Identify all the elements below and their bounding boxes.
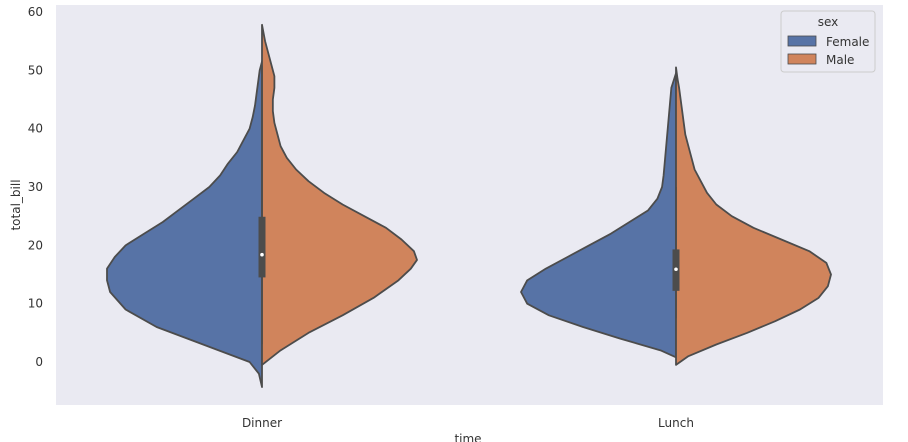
y-tick-label-30: 30 — [28, 180, 43, 194]
x-ticks-group: Dinner Lunch — [242, 416, 694, 430]
violin-lunch-male — [675, 66, 832, 366]
median-dot-lunch — [674, 267, 678, 272]
y-axis-label: total_bill — [9, 179, 23, 230]
violins-group — [106, 23, 832, 388]
x-axis-label: time — [454, 432, 481, 442]
box-inner-group — [258, 65, 680, 345]
legend-swatch-male — [787, 53, 817, 65]
y-tick-label-40: 40 — [28, 122, 43, 136]
y-tick-label-10: 10 — [28, 297, 43, 311]
y-tick-label-20: 20 — [28, 238, 43, 252]
violin-lunch-female — [520, 72, 677, 359]
legend-swatch-female — [787, 35, 817, 47]
x-tick-label-lunch: Lunch — [658, 416, 694, 430]
y-tick-label-0: 0 — [35, 355, 43, 369]
legend: sex Female Male — [780, 10, 876, 73]
iqr-box-dinner — [258, 216, 266, 278]
violin-dinner-male — [261, 23, 418, 366]
y-tick-label-60: 60 — [28, 5, 43, 19]
y-ticks-group: 0 10 20 30 40 50 60 — [28, 5, 43, 369]
legend-label-male: Male — [826, 53, 854, 67]
legend-title: sex — [818, 15, 839, 29]
legend-label-female: Female — [826, 35, 869, 49]
x-tick-label-dinner: Dinner — [242, 416, 282, 430]
plot-background — [56, 5, 883, 405]
y-tick-label-50: 50 — [28, 63, 43, 77]
violin-dinner-female — [106, 60, 263, 388]
median-dot-dinner — [260, 252, 264, 257]
